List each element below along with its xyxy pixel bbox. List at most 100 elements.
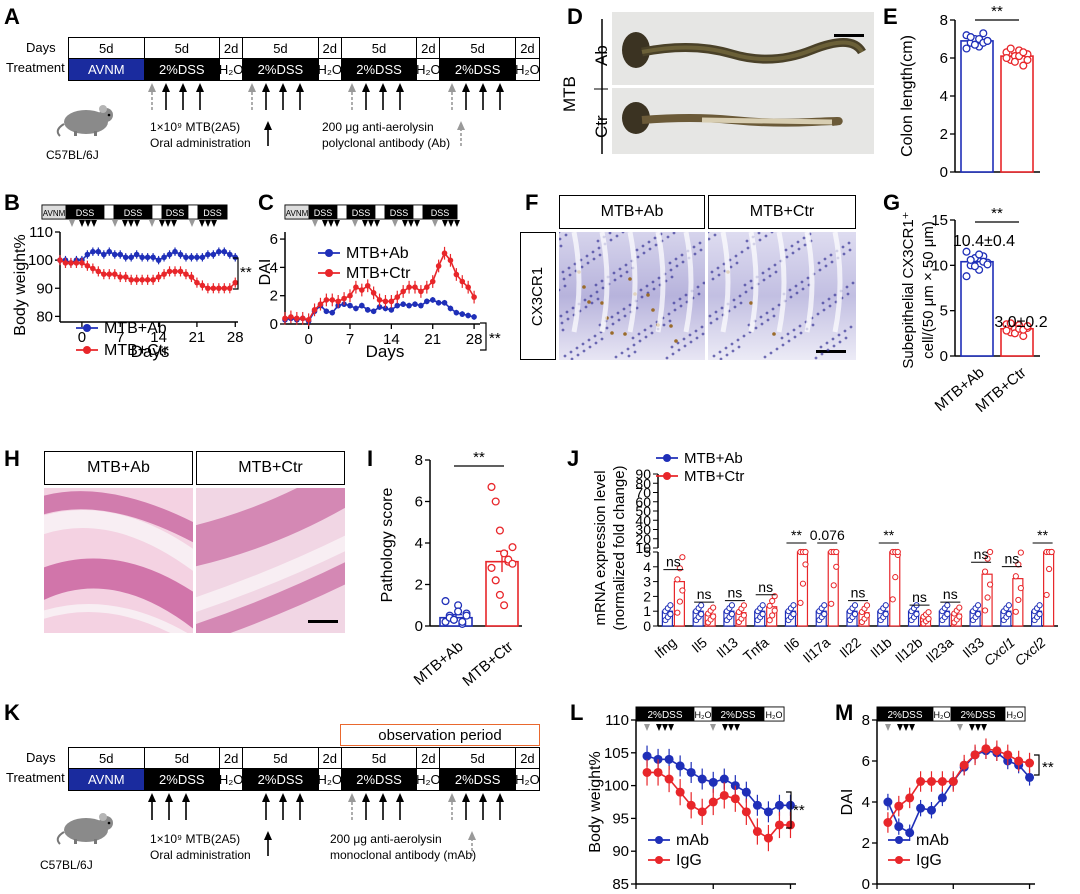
timeline-k-day-cell: 5d xyxy=(69,748,145,768)
nucleus xyxy=(640,295,644,299)
c-ctr-point xyxy=(471,294,477,300)
nucleus xyxy=(645,284,649,288)
nucleus xyxy=(647,240,651,244)
nucleus xyxy=(639,288,643,292)
g-ab-dot xyxy=(962,272,971,281)
legend-arrow-head xyxy=(264,831,272,840)
nucleus xyxy=(669,268,673,272)
j-dot-ctr xyxy=(828,600,835,607)
j-dot-ab xyxy=(698,602,705,609)
c-y-tick-label: 0 xyxy=(270,316,278,333)
nucleus xyxy=(739,301,743,305)
l-igg-point xyxy=(708,797,718,807)
nucleus xyxy=(712,354,716,358)
e-ab-dot xyxy=(979,29,988,38)
nucleus xyxy=(670,275,674,279)
nucleus xyxy=(788,288,792,292)
m-y-tick-label: 6 xyxy=(862,753,870,770)
nucleus xyxy=(625,270,629,274)
cx3cr1-stain xyxy=(651,308,655,312)
i-ctr-dot xyxy=(491,576,500,585)
m-x-tick-label: 7 xyxy=(949,891,957,894)
nucleus xyxy=(611,322,615,326)
nucleus xyxy=(831,337,835,341)
colon-photo-ctr xyxy=(612,88,874,154)
b-ctr-point xyxy=(210,285,217,292)
nucleus xyxy=(560,321,564,325)
cx3cr1-stain xyxy=(674,339,678,343)
j-bar-ctr xyxy=(827,551,839,627)
c-ab-point xyxy=(376,304,383,310)
j-dot-ctr xyxy=(892,574,899,581)
nucleus xyxy=(568,273,572,277)
c-mini-arrow xyxy=(414,220,420,227)
nucleus xyxy=(567,266,571,270)
nucleus xyxy=(768,274,772,278)
nucleus xyxy=(780,336,784,340)
nucleus xyxy=(708,232,710,234)
nucleus xyxy=(699,248,703,252)
j-dot-ctr xyxy=(1043,591,1050,599)
nucleus xyxy=(775,347,779,351)
j-dot-ctr xyxy=(863,602,871,609)
c-mini-label: DSS xyxy=(314,208,333,218)
j-dot-ab xyxy=(974,602,982,609)
j-dot-ab xyxy=(882,611,889,618)
panel-label-g: G xyxy=(883,190,901,215)
b-mini-arrow xyxy=(171,220,177,227)
nucleus xyxy=(847,241,851,245)
b-ctr-point xyxy=(150,277,156,283)
b-mini-label: DSS xyxy=(124,208,143,218)
arrow-head xyxy=(479,83,487,92)
b-y-tick-label: 110 xyxy=(29,224,53,241)
b-mini-cell xyxy=(151,204,163,220)
c-ctr-point xyxy=(447,257,454,264)
nucleus xyxy=(633,350,637,354)
l-igg-point xyxy=(664,774,674,784)
b-mini-arrow xyxy=(79,220,85,227)
m-y-tick-label: 0 xyxy=(862,876,870,893)
g-ab-value: 10.4±0.4 xyxy=(953,233,1015,250)
e-ab-bar xyxy=(960,40,994,173)
c-mini-arrow xyxy=(362,220,368,227)
b-ab-point xyxy=(106,248,113,255)
c-y-tick-label: 6 xyxy=(270,231,278,248)
m-mini-arrow xyxy=(975,724,981,731)
nucleus xyxy=(777,303,781,307)
b-ab-point xyxy=(188,254,195,261)
g-ab-dot xyxy=(970,262,979,271)
nucleus xyxy=(714,310,718,314)
nucleus xyxy=(693,252,697,256)
j-y-tick-label: 3 xyxy=(643,574,651,590)
mtb-text-k2: Oral administration xyxy=(150,848,251,862)
c-ctr-point xyxy=(424,284,430,291)
i-y-tick-label: 2 xyxy=(415,577,423,594)
nucleus xyxy=(626,347,630,351)
nucleus xyxy=(820,352,824,356)
j-sig-text: ns xyxy=(758,579,773,595)
j-category-label: Cxcl2 xyxy=(1011,634,1048,669)
b-legend-ctr-label: MTB+Ctr xyxy=(104,342,169,359)
l-mini-arrow xyxy=(728,724,734,731)
j-dot-ab xyxy=(1036,611,1043,618)
j-y-tick-label: 0 xyxy=(643,618,651,634)
b-ctr-point xyxy=(106,271,113,277)
b-mini-cell xyxy=(187,204,199,220)
nucleus xyxy=(844,336,848,340)
timeline-a-treatment-cell: 2%DSS xyxy=(440,59,516,80)
nucleus xyxy=(718,350,722,354)
c-mini-arrow-grey xyxy=(432,220,438,227)
m-igg-point xyxy=(970,750,980,760)
nucleus xyxy=(814,356,818,360)
b-ctr-point xyxy=(122,274,129,280)
cx3cr1-stain xyxy=(628,277,632,281)
nucleus xyxy=(563,284,567,288)
g-ab-dot xyxy=(983,260,992,269)
j-dot-ctr xyxy=(986,581,994,588)
nucleus xyxy=(566,317,570,321)
treatment-label: Treatment xyxy=(6,60,65,75)
c-mini-cell xyxy=(412,204,424,220)
panel-label-m: M xyxy=(835,700,854,725)
nucleus xyxy=(787,339,791,343)
panel-label-i: I xyxy=(367,446,374,471)
